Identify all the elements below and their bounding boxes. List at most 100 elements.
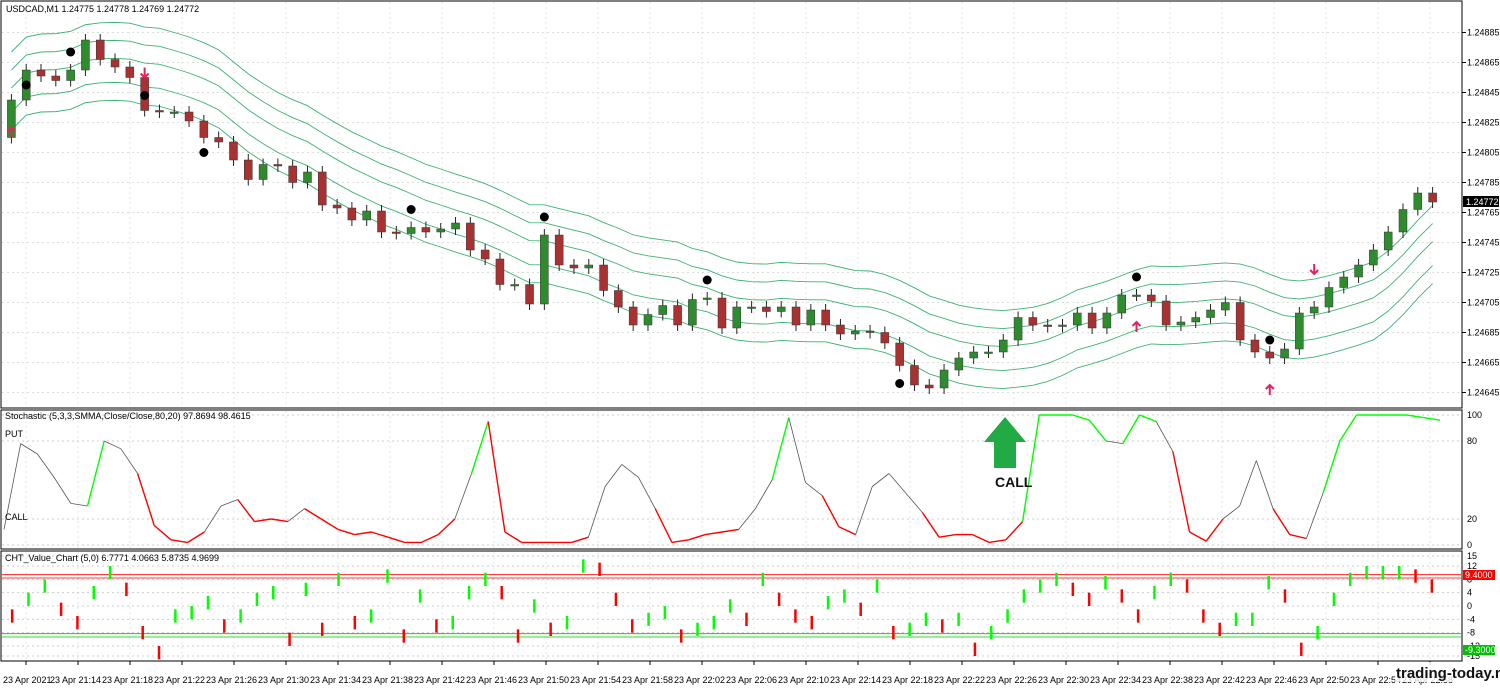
time-tick-label: 23 Apr 22:18: [882, 675, 933, 685]
stochastic-segment: [821, 495, 840, 528]
stochastic-segment: [771, 417, 790, 481]
stochastic-segment: [872, 473, 890, 487]
watermark: trading-today.net: [1396, 665, 1500, 682]
candle: [421, 227, 431, 233]
time-tick-label: 23 Apr 21:18: [102, 675, 153, 685]
signal-dot: [21, 80, 31, 90]
time-tick-label: 23 Apr 21:50: [518, 675, 569, 685]
candle: [1087, 312, 1097, 329]
candle: [717, 297, 727, 329]
stochastic-segment: [838, 526, 856, 536]
stochastic-segment: [1122, 414, 1141, 444]
candle: [155, 110, 164, 113]
candle: [214, 137, 223, 143]
stochastic-segment: [1139, 414, 1157, 423]
stochastic-segment: [470, 421, 489, 474]
candle: [1369, 249, 1378, 266]
candle: [673, 305, 682, 326]
candle: [1413, 192, 1423, 210]
candle: [303, 171, 312, 183]
stochastic-grid: [2, 411, 1461, 548]
band-line: [11, 21, 1433, 312]
candle: [614, 290, 623, 308]
call-arrow-icon: [1265, 383, 1275, 395]
stochastic-segment: [187, 531, 205, 543]
candle: [984, 351, 993, 354]
candle: [392, 231, 401, 234]
candle: [1383, 231, 1393, 251]
price-tick-label: 1.24845: [1467, 88, 1500, 98]
candle: [1058, 324, 1067, 327]
candle: [510, 284, 519, 287]
price-tick-label: 1.24705: [1467, 298, 1500, 308]
stochastic-tick-label: 20: [1467, 514, 1477, 524]
call-annotation: CALL: [995, 474, 1033, 490]
time-tick-label: 23 Apr 21:54: [570, 675, 621, 685]
stochastic-segment: [938, 533, 956, 538]
call-arrow-icon: [984, 417, 1026, 468]
stochastic-segment: [136, 473, 155, 526]
candle: [1147, 294, 1156, 302]
price-tick-label: 1.24665: [1467, 358, 1500, 368]
time-tick-label: 23 Apr 22:46: [1246, 675, 1297, 685]
candle: [495, 258, 505, 285]
candle: [895, 342, 904, 366]
stochastic-segment: [120, 448, 138, 474]
stochastic-segment: [104, 440, 122, 450]
price-axis: 1.24885 1.24865 1.24845 1.24825 1.24805 1.247…: [1462, 28, 1500, 398]
stochastic-tick-label: 80: [1467, 436, 1477, 446]
signal-dot: [539, 212, 549, 222]
stochastic-segment: [304, 508, 322, 520]
stochastic-segment: [504, 531, 522, 543]
time-tick-label: 23 Apr 22:10: [778, 675, 829, 685]
candle: [599, 264, 608, 291]
stochastic-segment: [571, 536, 589, 544]
stochastic-segment: [688, 533, 706, 541]
cht-grid: [2, 552, 1461, 660]
candle: [1176, 321, 1186, 326]
candle: [332, 204, 342, 209]
stochastic-segment: [437, 518, 456, 536]
candle: [910, 365, 919, 386]
stochastic-segment: [454, 473, 472, 520]
time-tick-label: 23 Apr 22:34: [1090, 675, 1141, 685]
candle: [318, 171, 327, 206]
stochastic-segment: [421, 533, 439, 544]
cht-tick-label: 0: [1467, 601, 1472, 611]
candle: [51, 75, 61, 81]
stochastic-segment: [705, 531, 723, 536]
price-tick-label: 1.24645: [1467, 388, 1500, 398]
candle: [1235, 302, 1245, 341]
stochastic-segment: [805, 482, 823, 496]
candle: [658, 305, 668, 315]
candle: [1398, 209, 1408, 233]
candle: [1161, 300, 1171, 326]
stochastic-segment: [204, 505, 222, 533]
stochastic-segment: [1339, 414, 1358, 442]
candle: [169, 111, 179, 114]
stochastic-segment: [70, 503, 88, 507]
stochastic-segment: [921, 512, 940, 538]
stochastic-segment: [1088, 419, 1107, 442]
stochastic-segment: [354, 531, 372, 536]
candle: [939, 369, 949, 389]
candle: [229, 141, 238, 161]
candle: [688, 299, 697, 326]
candle: [1250, 339, 1260, 353]
stochastic-segment: [1189, 531, 1207, 542]
candle: [1309, 306, 1319, 314]
stochastic-segment: [1072, 414, 1090, 421]
cht-tick-label: -4: [1467, 614, 1475, 624]
candle: [999, 339, 1008, 353]
candle: [1339, 276, 1349, 288]
candle: [1028, 317, 1038, 326]
stochastic-segment: [738, 508, 756, 530]
candle: [1013, 317, 1023, 341]
stochastic-segment: [855, 486, 873, 535]
time-tick-label: 23 Apr 21:14: [50, 675, 101, 685]
stochastic-segment: [1255, 460, 1274, 509]
stochastic-line: [3, 414, 1441, 544]
candle: [747, 306, 756, 309]
